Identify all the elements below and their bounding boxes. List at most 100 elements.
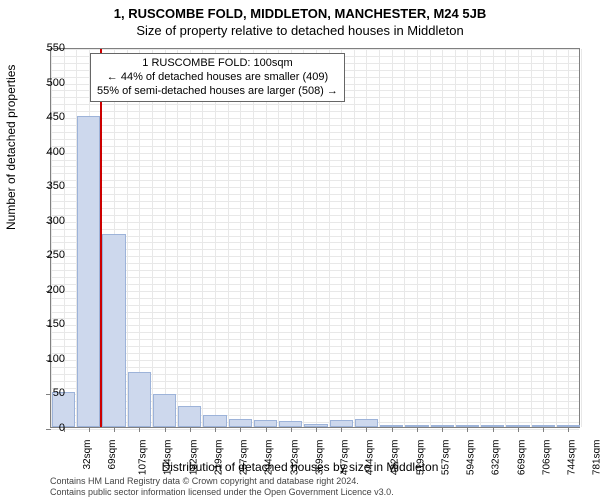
grid-line (354, 49, 355, 427)
bar (128, 372, 151, 427)
grid-line (51, 339, 579, 340)
grid-line (51, 132, 579, 133)
grid-line (51, 236, 579, 237)
grid-line (51, 318, 579, 319)
grid-line (51, 242, 579, 243)
y-tick-label: 0 (35, 422, 65, 434)
x-tick-mark (568, 427, 569, 432)
y-tick-label: 250 (35, 249, 65, 261)
marker-line (100, 49, 102, 427)
x-tick-label: 294sqm (264, 440, 275, 476)
grid-line (568, 49, 569, 427)
x-tick-label: 407sqm (340, 440, 351, 476)
x-tick-label: 557sqm (441, 440, 452, 476)
grid-line (51, 270, 579, 271)
x-tick-mark (291, 427, 292, 432)
x-tick-mark (341, 427, 342, 432)
grid-line (430, 49, 431, 427)
footer-line-2: Contains public sector information licen… (50, 487, 394, 498)
x-tick-mark (139, 427, 140, 432)
grid-line (177, 49, 178, 427)
y-tick-label: 400 (35, 146, 65, 158)
grid-line (139, 49, 140, 427)
x-tick-mark (114, 427, 115, 432)
grid-line (51, 111, 579, 112)
grid-line (505, 49, 506, 427)
grid-line (442, 49, 443, 427)
grid-line (51, 277, 579, 278)
grid-line (341, 49, 342, 427)
grid-line (51, 332, 579, 333)
grid-line (581, 49, 582, 427)
grid-line (51, 180, 579, 181)
grid-line (417, 49, 418, 427)
grid-line (51, 222, 579, 223)
grid-line (51, 194, 579, 195)
x-tick-mark (165, 427, 166, 432)
grid-line (51, 325, 579, 326)
x-tick-label: 519sqm (415, 440, 426, 476)
y-tick-label: 500 (35, 77, 65, 89)
grid-line (51, 305, 579, 306)
grid-line (51, 215, 579, 216)
grid-line (51, 367, 579, 368)
x-tick-label: 182sqm (188, 440, 199, 476)
grid-line (278, 49, 279, 427)
grid-line (165, 49, 166, 427)
grid-line (51, 429, 579, 430)
grid-line (51, 160, 579, 161)
grid-line (316, 49, 317, 427)
footer-line-1: Contains HM Land Registry data © Crown c… (50, 476, 394, 487)
x-tick-label: 706sqm (541, 440, 552, 476)
grid-line (493, 49, 494, 427)
x-tick-mark (89, 427, 90, 432)
x-tick-mark (190, 427, 191, 432)
grid-line (127, 49, 128, 427)
x-tick-label: 744sqm (567, 440, 578, 476)
x-tick-label: 369sqm (314, 440, 325, 476)
grid-line (215, 49, 216, 427)
grid-line (51, 104, 579, 105)
plot-area (50, 48, 580, 428)
y-tick-label: 450 (35, 111, 65, 123)
x-tick-label: 781sqm (592, 440, 600, 476)
grid-line (366, 49, 367, 427)
grid-line (152, 49, 153, 427)
grid-line (51, 139, 579, 140)
grid-line (51, 146, 579, 147)
grid-line (455, 49, 456, 427)
bar (355, 419, 378, 427)
x-tick-label: 219sqm (213, 440, 224, 476)
grid-line (404, 49, 405, 427)
x-tick-mark (442, 427, 443, 432)
grid-line (266, 49, 267, 427)
x-tick-label: 482sqm (390, 440, 401, 476)
x-tick-mark (417, 427, 418, 432)
x-tick-mark (467, 427, 468, 432)
bar (203, 415, 226, 427)
grid-line (64, 49, 65, 427)
x-tick-label: 444sqm (365, 440, 376, 476)
bar (77, 116, 100, 427)
x-tick-label: 32sqm (82, 440, 93, 470)
grid-line (51, 263, 579, 264)
grid-line (240, 49, 241, 427)
grid-line (51, 291, 579, 292)
x-tick-label: 257sqm (239, 440, 250, 476)
grid-line (51, 284, 579, 285)
grid-line (51, 249, 579, 250)
bar (153, 394, 176, 427)
x-tick-label: 594sqm (466, 440, 477, 476)
x-tick-mark (266, 427, 267, 432)
grid-line (303, 49, 304, 427)
x-tick-mark (316, 427, 317, 432)
grid-line (531, 49, 532, 427)
grid-line (51, 298, 579, 299)
annotation-line-2: ← 44% of detached houses are smaller (40… (97, 71, 338, 85)
y-tick-label: 350 (35, 180, 65, 192)
grid-line (480, 49, 481, 427)
page-subtitle: Size of property relative to detached ho… (0, 23, 600, 38)
x-tick-mark (518, 427, 519, 432)
x-tick-mark (392, 427, 393, 432)
grid-line (51, 125, 579, 126)
